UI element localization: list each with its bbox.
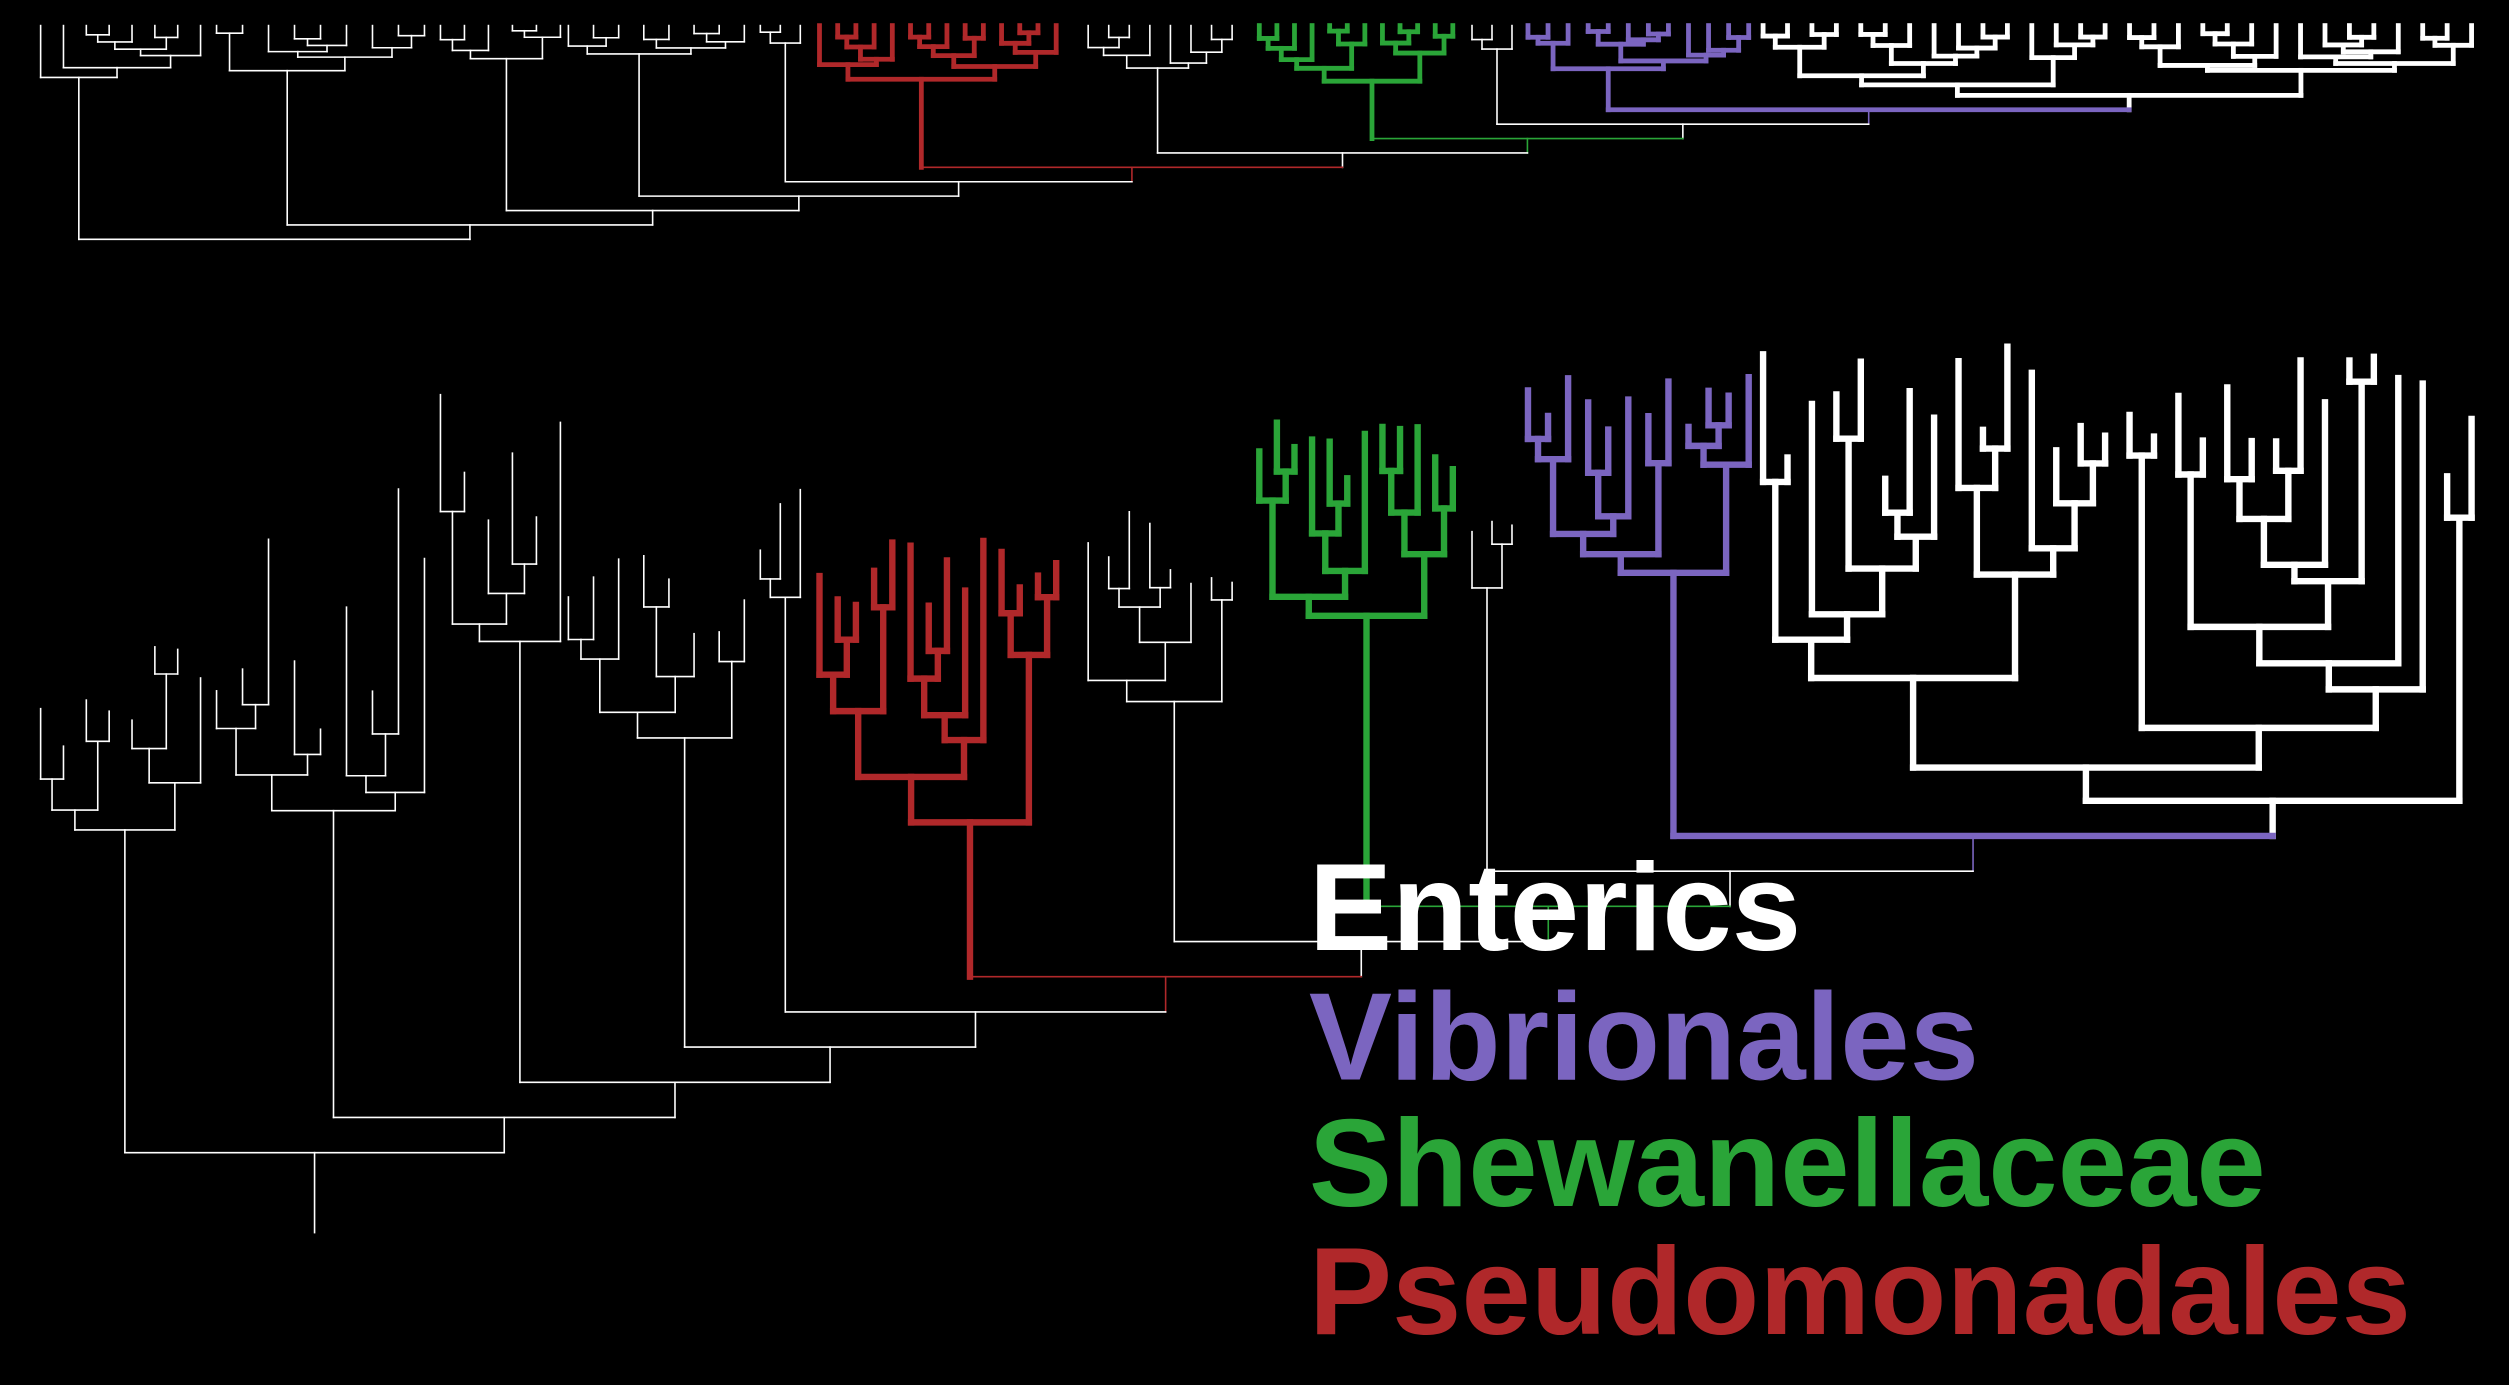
legend-label: Shewanellaceae [1309,1094,2266,1233]
legend-label: Pseudomonadales [1309,1222,2411,1361]
trees [39,23,2475,1234]
legend-label: Vibrionales [1309,968,1979,1107]
legend-label: Enterics [1309,838,1801,977]
legend: Enterics Vibrionales Shewanellaceae Pseu… [1309,838,2411,1361]
